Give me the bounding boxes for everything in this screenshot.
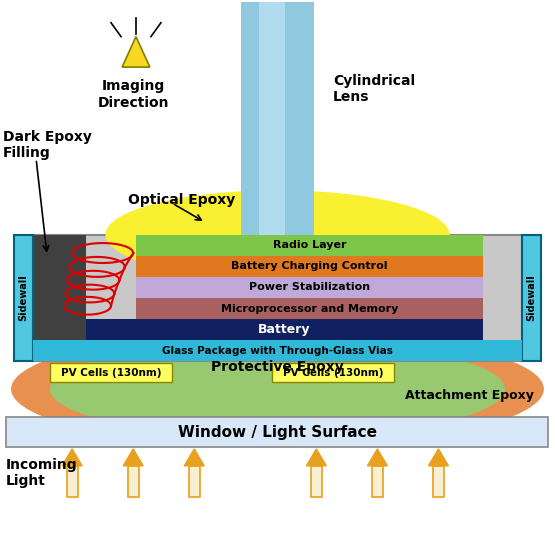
Bar [33, 340, 522, 361]
Bar [241, 2, 314, 235]
Bar [136, 277, 483, 298]
Ellipse shape [50, 340, 505, 438]
Text: Microprocessor and Memory: Microprocessor and Memory [221, 304, 398, 314]
Polygon shape [311, 466, 322, 497]
Text: Sidewall: Sidewall [18, 275, 29, 321]
Polygon shape [189, 466, 200, 497]
Bar [50, 364, 172, 383]
Bar [86, 319, 483, 340]
Polygon shape [428, 449, 448, 466]
Polygon shape [372, 466, 383, 497]
Bar [136, 298, 483, 319]
Polygon shape [367, 449, 387, 466]
Text: Incoming
Light: Incoming Light [6, 458, 77, 489]
Bar [260, 2, 285, 235]
Bar [33, 235, 86, 340]
Text: Battery: Battery [258, 323, 311, 336]
Polygon shape [128, 466, 139, 497]
Text: Power Stabilization: Power Stabilization [249, 282, 370, 292]
Text: PV Cells (130nm): PV Cells (130nm) [282, 368, 384, 378]
Text: Dark Epoxy
Filling: Dark Epoxy Filling [3, 130, 92, 160]
Text: Optical Epoxy: Optical Epoxy [128, 193, 235, 207]
Polygon shape [184, 449, 204, 466]
Text: Battery Charging Control: Battery Charging Control [231, 261, 387, 271]
Polygon shape [67, 466, 78, 497]
Bar [33, 235, 522, 361]
Text: Cylindrical
Lens: Cylindrical Lens [333, 74, 415, 105]
Polygon shape [306, 449, 326, 466]
Bar [14, 235, 33, 361]
Text: Radio Layer: Radio Layer [273, 240, 346, 250]
Bar [136, 256, 483, 277]
Text: Window / Light Surface: Window / Light Surface [178, 425, 377, 439]
Text: Attachment Epoxy: Attachment Epoxy [405, 389, 534, 402]
Text: Glass Package with Through-Glass Vias: Glass Package with Through-Glass Vias [162, 346, 393, 356]
Text: Protective Epoxy: Protective Epoxy [211, 360, 344, 374]
Text: Imaging
Direction: Imaging Direction [98, 80, 169, 110]
Polygon shape [62, 449, 82, 466]
Bar [136, 235, 483, 256]
Ellipse shape [11, 331, 544, 447]
Text: PV Cells (130nm): PV Cells (130nm) [60, 368, 162, 378]
Polygon shape [122, 37, 150, 67]
Ellipse shape [105, 190, 450, 279]
Bar [6, 417, 548, 447]
Text: Sidewall: Sidewall [526, 275, 537, 321]
Bar [522, 235, 541, 361]
Bar [272, 364, 394, 383]
Polygon shape [123, 449, 143, 466]
Polygon shape [433, 466, 444, 497]
